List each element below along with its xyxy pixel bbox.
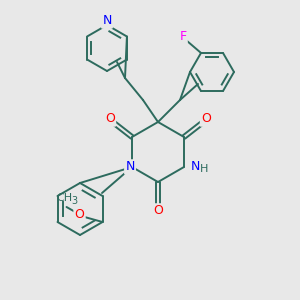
Text: CH: CH (56, 193, 73, 203)
Text: H: H (200, 164, 208, 174)
Text: O: O (153, 205, 163, 218)
Text: O: O (75, 208, 85, 220)
Text: 3: 3 (71, 196, 78, 206)
Text: N: N (191, 160, 200, 173)
Text: N: N (125, 160, 135, 173)
Text: O: O (201, 112, 211, 125)
Text: N: N (102, 14, 112, 28)
Text: O: O (105, 112, 115, 125)
Text: F: F (179, 30, 187, 44)
